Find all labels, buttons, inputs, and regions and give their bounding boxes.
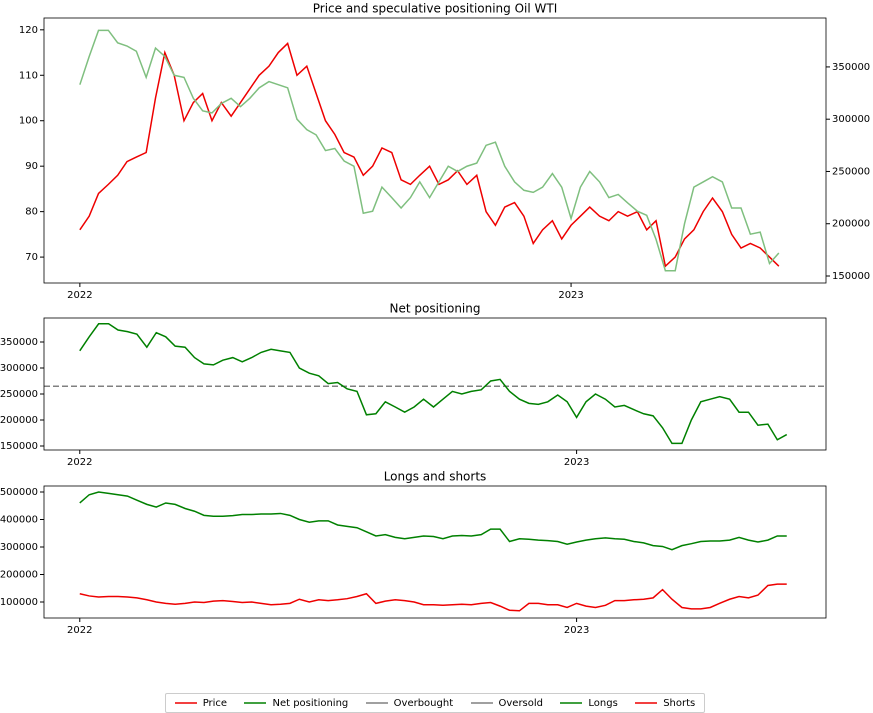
y-tick-label: 350000 [0, 337, 38, 348]
legend-item: Overbought [365, 697, 454, 709]
y2-tick-label: 250000 [832, 166, 870, 177]
x-tick-label: 2023 [564, 457, 589, 468]
y2-tick-label: 200000 [832, 219, 870, 230]
x-tick-label: 2022 [67, 290, 92, 301]
legend-label: Net positioning [272, 697, 349, 709]
y-tick-label: 300000 [0, 542, 38, 553]
figure: Price and speculative positioning Oil WT… [0, 2, 870, 637]
series-line [79, 42, 780, 268]
x-tick-label: 2023 [564, 625, 589, 636]
y-tick-label: 150000 [0, 441, 38, 452]
y-tick-label: 200000 [0, 415, 38, 426]
legend-swatch [635, 702, 658, 704]
y2-tick-label: 150000 [832, 271, 870, 282]
y-tick-label: 90 [25, 161, 38, 172]
legend: Price Net positioning Overbought Oversold Lo… [165, 693, 705, 713]
chart-title: Longs and shorts [384, 470, 487, 484]
legend-label: Price [202, 697, 228, 709]
y-tick-label: 300000 [0, 363, 38, 374]
legend-label: Oversold [498, 697, 544, 709]
y-tick-label: 120 [19, 25, 38, 36]
legend-item: Longs [560, 697, 618, 709]
y-tick-label: 80 [25, 207, 38, 218]
y-tick-label: 100000 [0, 597, 38, 608]
legend-item: Oversold [470, 697, 544, 709]
y-tick-label: 500000 [0, 487, 38, 498]
y-tick-label: 110 [19, 70, 38, 81]
legend-swatch [560, 702, 583, 704]
y-tick-label: 100 [19, 116, 38, 127]
series-line [79, 583, 787, 612]
y-tick-label: 400000 [0, 514, 38, 525]
legend-item: Shorts [635, 698, 695, 709]
x-tick-label: 2022 [67, 625, 92, 636]
legend-item: Net positioning [244, 698, 348, 709]
y2-tick-label: 350000 [832, 62, 870, 73]
y2-tick-label: 300000 [832, 114, 870, 125]
legend-label: Overbought [393, 697, 454, 709]
legend-swatch [174, 702, 197, 704]
legend-swatch [365, 702, 388, 704]
x-tick-label: 2023 [558, 290, 583, 301]
series-line [79, 491, 787, 551]
plot-frame [43, 17, 827, 284]
legend-label: Longs [588, 697, 618, 709]
legend-item: Price [174, 697, 228, 709]
series-line [79, 323, 788, 445]
x-tick-label: 2022 [67, 457, 92, 468]
legend-label: Shorts [663, 697, 696, 709]
chart-title: Price and speculative positioning Oil WT… [313, 2, 558, 16]
plot-frame [43, 317, 827, 451]
series-line [79, 29, 780, 272]
plot-frame [43, 485, 827, 619]
y-tick-label: 70 [25, 252, 38, 263]
y-tick-label: 250000 [0, 389, 38, 400]
legend-swatch [244, 702, 267, 704]
y-tick-label: 200000 [0, 569, 38, 580]
chart-title: Net positioning [390, 302, 481, 316]
legend-swatch [470, 702, 493, 704]
